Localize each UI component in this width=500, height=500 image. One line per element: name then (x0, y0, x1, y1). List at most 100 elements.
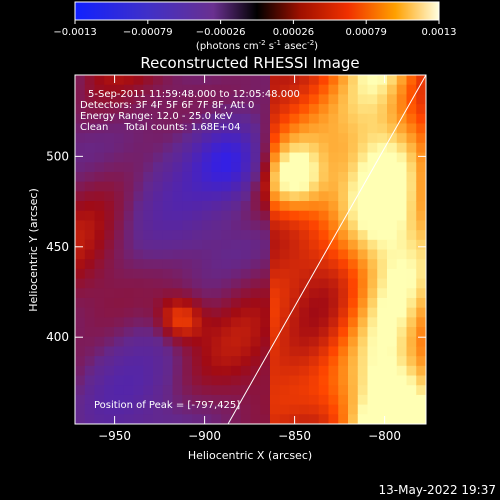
heatmap-cell (338, 385, 349, 396)
heatmap-cell (367, 268, 378, 280)
heatmap-cell (377, 239, 388, 251)
heatmap-cell (123, 171, 135, 183)
heatmap-cell (211, 394, 222, 406)
heatmap-cell (416, 346, 426, 357)
heatmap-cell (143, 249, 154, 260)
heatmap-cell (182, 201, 193, 212)
heatmap-cell (240, 162, 252, 173)
heatmap-cell (250, 191, 261, 202)
heatmap-cell (153, 414, 164, 424)
heatmap-cell (299, 365, 310, 377)
heatmap-cell (250, 297, 261, 309)
heatmap-cell (211, 249, 222, 260)
heatmap-cell (406, 75, 417, 86)
heatmap-cell (75, 375, 86, 386)
heatmap-cell (231, 307, 242, 318)
heatmap-cell (114, 346, 125, 357)
heatmap-cell (104, 201, 115, 212)
heatmap-cell (367, 346, 378, 357)
heatmap-cell (221, 152, 232, 163)
heatmap-cell (240, 142, 252, 154)
heatmap-cell (75, 297, 86, 309)
heatmap-cell (318, 210, 330, 222)
heatmap-cell (201, 113, 213, 125)
heatmap-cell (377, 346, 388, 357)
heatmap-cell (377, 404, 388, 415)
heatmap-cell (182, 171, 193, 183)
heatmap-cell (231, 414, 242, 424)
heatmap-cell (396, 375, 408, 386)
heatmap-cell (318, 278, 330, 289)
heatmap-cell (201, 259, 213, 270)
heatmap-cell (172, 356, 183, 367)
heatmap-cell (318, 307, 330, 318)
heatmap-cell (221, 84, 232, 95)
heatmap-cell (94, 317, 105, 328)
heatmap-cell (75, 210, 86, 222)
heatmap-cell (221, 356, 232, 367)
heatmap-cell (153, 171, 164, 183)
heatmap-cell (289, 220, 300, 231)
heatmap-cell (406, 171, 417, 183)
heatmap-cell (416, 375, 426, 386)
heatmap-cell (104, 356, 115, 367)
heatmap-cell (318, 94, 330, 105)
heatmap-cell (348, 84, 359, 95)
heatmap-cell (406, 220, 417, 231)
heatmap-cell (162, 346, 174, 357)
heatmap-cell (201, 230, 213, 241)
heatmap-cell (348, 210, 359, 222)
heatmap-cell (240, 94, 252, 105)
heatmap-cell (114, 133, 125, 144)
heatmap-cell (270, 278, 281, 289)
heatmap-cell (416, 404, 426, 415)
heatmap-cell (94, 191, 105, 202)
heatmap-cell (387, 230, 398, 241)
heatmap-cell (182, 84, 193, 95)
heatmap-cell (396, 336, 408, 348)
heatmap-cell (270, 317, 281, 328)
heatmap-cell (84, 249, 96, 260)
heatmap-cell (270, 162, 281, 173)
heatmap-cell (211, 375, 222, 386)
heatmap-cell (279, 297, 291, 309)
heatmap-cell (348, 346, 359, 357)
heatmap-cell (143, 142, 154, 154)
heatmap-cell (192, 123, 203, 134)
heatmap-cell (406, 201, 417, 212)
heatmap-cell (328, 336, 339, 348)
heatmap-cell (250, 288, 261, 299)
heatmap-cell (260, 307, 271, 318)
heatmap-cell (240, 210, 252, 222)
heatmap-cell (328, 385, 339, 396)
heatmap-cell (231, 171, 242, 183)
heatmap-cell (357, 201, 369, 212)
heatmap-cell (367, 414, 378, 424)
heatmap-cell (309, 336, 320, 348)
heatmap-cell (318, 297, 330, 309)
colorbar-tick-label: 0.00079 (346, 27, 387, 38)
heatmap-cell (270, 142, 281, 154)
heatmap-cell (240, 394, 252, 406)
heatmap-cell (221, 113, 232, 125)
heatmap-cell (201, 365, 213, 377)
heatmap-cell (260, 84, 271, 95)
heatmap-cell (123, 249, 135, 260)
heatmap-cell (94, 230, 105, 241)
heatmap-cell (279, 75, 291, 86)
heatmap-cell (211, 327, 222, 338)
heatmap-cell (104, 94, 115, 105)
heatmap-cell (270, 327, 281, 338)
heatmap-cell (192, 346, 203, 357)
heatmap-cell (270, 94, 281, 105)
heatmap-cell (318, 288, 330, 299)
heatmap-cell (387, 259, 398, 270)
heatmap-cell (211, 414, 222, 424)
heatmap-cell (328, 210, 339, 222)
heatmap-cell (270, 220, 281, 231)
heatmap-cell (299, 375, 310, 386)
heatmap-cell (192, 278, 203, 289)
heatmap-cell (250, 259, 261, 270)
heatmap-cell (75, 288, 86, 299)
heatmap-cell (299, 317, 310, 328)
